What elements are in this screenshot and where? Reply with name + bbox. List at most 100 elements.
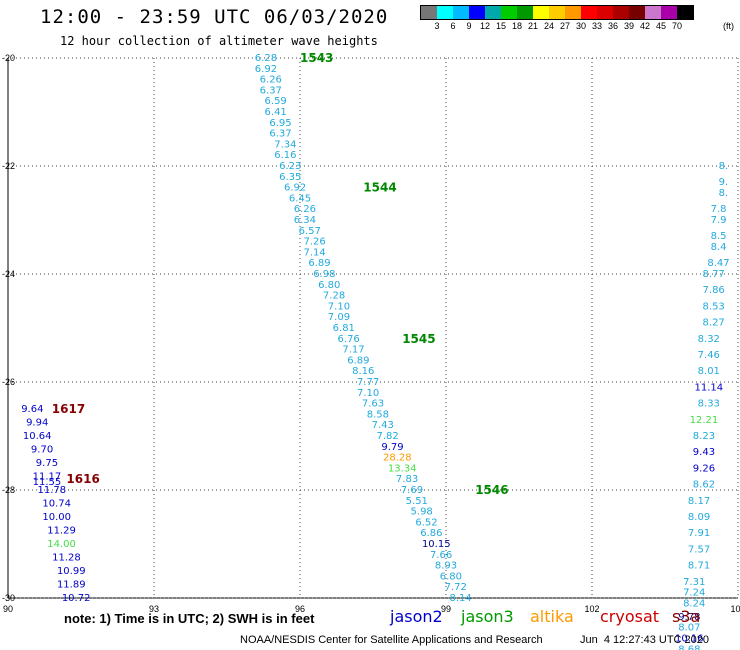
swh-value-label: 8.47 bbox=[707, 258, 729, 269]
legend-label: 24 bbox=[543, 21, 555, 31]
swh-value-label: 8.24 bbox=[683, 598, 705, 609]
swh-value-label: 8.23 bbox=[693, 431, 715, 442]
swh-value-label: 6.92 bbox=[284, 183, 306, 194]
swh-value-label: 8.62 bbox=[693, 480, 715, 491]
swh-value-label: 7.17 bbox=[342, 345, 364, 356]
legend-swatch bbox=[613, 6, 629, 19]
swh-value-label: 8.09 bbox=[688, 512, 710, 523]
swh-value-label: 8. bbox=[719, 188, 729, 199]
swh-value-label: 7.69 bbox=[401, 485, 423, 496]
swh-value-label: 6.37 bbox=[260, 85, 282, 96]
swh-value-label: 6.35 bbox=[279, 172, 301, 183]
y-tick-label: -20 bbox=[2, 53, 15, 63]
color-legend: 3 6 9 12 15 18 21 24 27 30 33 36 39 42 45 70 bbox=[420, 5, 694, 32]
swh-value-label: 10.00 bbox=[42, 512, 71, 523]
footer-note: note: 1) Time is in UTC; 2) SWH is in fe… bbox=[64, 611, 315, 626]
legend-label: 36 bbox=[607, 21, 619, 31]
swh-value-label: 9.70 bbox=[31, 445, 53, 456]
swh-value-label: 6.89 bbox=[308, 258, 330, 269]
swh-value-label: 11.28 bbox=[52, 553, 81, 564]
swh-value-label: 6.23 bbox=[279, 161, 301, 172]
swh-value-label: 8.01 bbox=[698, 366, 720, 377]
swh-value-label: 6.57 bbox=[299, 226, 321, 237]
legend-label: 12 bbox=[479, 21, 491, 31]
swh-value-label: 8.5 bbox=[711, 231, 727, 242]
swh-value-label: 7.57 bbox=[688, 544, 710, 555]
swh-value-label: 8.58 bbox=[367, 409, 389, 420]
swh-value-label: 10.74 bbox=[42, 499, 71, 510]
legend-swatches bbox=[420, 5, 694, 20]
legend-swatch bbox=[661, 6, 677, 19]
legend-swatch bbox=[581, 6, 597, 19]
swh-value-label: 9. bbox=[719, 177, 729, 188]
swh-value-label: 11.29 bbox=[47, 526, 76, 537]
y-tick-label: -26 bbox=[2, 377, 15, 387]
swh-value-label: 6.28 bbox=[255, 53, 277, 64]
swh-value-label: 7.82 bbox=[376, 431, 398, 442]
swh-value-label: 7.63 bbox=[362, 399, 384, 410]
swh-value-label: 5.98 bbox=[411, 507, 433, 518]
swh-value-label: 7.91 bbox=[688, 528, 710, 539]
legend-swatch bbox=[437, 6, 453, 19]
swh-value-label: 7.34 bbox=[274, 139, 296, 150]
x-tick-label: 102 bbox=[584, 604, 599, 614]
y-tick-label: -24 bbox=[2, 269, 15, 279]
swh-value-label: 6.89 bbox=[347, 355, 369, 366]
time-label: 1544 bbox=[363, 181, 396, 195]
swh-value-label: 14.00 bbox=[47, 539, 76, 550]
legend-label: 39 bbox=[623, 21, 635, 31]
credit-text: NOAA/NESDIS Center for Satellite Applica… bbox=[240, 634, 543, 646]
swh-value-label: 10.15 bbox=[422, 539, 451, 550]
swh-value-label: 9.94 bbox=[26, 418, 48, 429]
swh-value-label: 6.86 bbox=[420, 528, 442, 539]
swh-value-label: 8.07 bbox=[678, 623, 700, 634]
swh-value-label: 8.68 bbox=[678, 644, 700, 650]
swh-value-label: 6.52 bbox=[415, 517, 437, 528]
swh-value-label: 8.53 bbox=[703, 301, 725, 312]
swh-value-label: 7.31 bbox=[683, 577, 705, 588]
swh-value-label: 6.34 bbox=[294, 215, 316, 226]
swh-value-label: 7.46 bbox=[698, 350, 720, 361]
swh-value-label: 8.17 bbox=[688, 496, 710, 507]
chart-subtitle: 12 hour collection of altimeter wave hei… bbox=[60, 34, 378, 48]
swh-value-label: 11.78 bbox=[37, 485, 66, 496]
swh-value-label: 7.10 bbox=[328, 301, 350, 312]
swh-value-label: 6.98 bbox=[313, 269, 335, 280]
swh-value-label: 7.9 bbox=[711, 215, 727, 226]
legend-swatch bbox=[677, 6, 693, 19]
swh-value-label: 7.72 bbox=[445, 582, 467, 593]
swh-value-label: 7.26 bbox=[303, 237, 325, 248]
legend-label: 15 bbox=[495, 21, 507, 31]
x-tick-label: 99 bbox=[441, 604, 451, 614]
legend-swatch bbox=[645, 6, 661, 19]
legend-label: 27 bbox=[559, 21, 571, 31]
timestamp-text: Jun 4 12:27:43 UTC 2020 bbox=[580, 634, 710, 646]
legend-swatch bbox=[453, 6, 469, 19]
legend-label: 18 bbox=[511, 21, 523, 31]
swh-value-label: 10.72 bbox=[62, 593, 91, 604]
swh-value-label: 7.28 bbox=[323, 291, 345, 302]
swh-value-label: 28.28 bbox=[383, 453, 412, 464]
swh-value-label: 8.27 bbox=[703, 318, 725, 329]
swh-value-label: 5.51 bbox=[406, 496, 428, 507]
swh-value-label: 13.34 bbox=[388, 463, 417, 474]
swh-value-label: 8.77 bbox=[703, 269, 725, 280]
swh-value-label: 9.64 bbox=[21, 404, 43, 415]
legend-swatch bbox=[629, 6, 645, 19]
swh-value-label: 8.14 bbox=[449, 593, 471, 604]
satellite-label-jason2: jason2 bbox=[390, 607, 443, 626]
swh-value-label: 7.14 bbox=[303, 247, 325, 258]
swh-value-label: 11.17 bbox=[33, 472, 62, 483]
legend-label: 30 bbox=[575, 21, 587, 31]
legend-swatch bbox=[469, 6, 485, 19]
legend-label: 70 bbox=[671, 21, 683, 31]
swh-value-label: 7.77 bbox=[357, 377, 379, 388]
swh-value-label: 6.95 bbox=[269, 118, 291, 129]
legend-label: 9 bbox=[466, 21, 472, 31]
swh-value-label: 7.66 bbox=[430, 550, 452, 561]
satellite-label-altika: altika bbox=[530, 607, 574, 626]
swh-value-label: 6.81 bbox=[333, 323, 355, 334]
satellite-label-cryosat: cryosat bbox=[600, 607, 660, 626]
swh-value-label: 8.16 bbox=[352, 366, 374, 377]
